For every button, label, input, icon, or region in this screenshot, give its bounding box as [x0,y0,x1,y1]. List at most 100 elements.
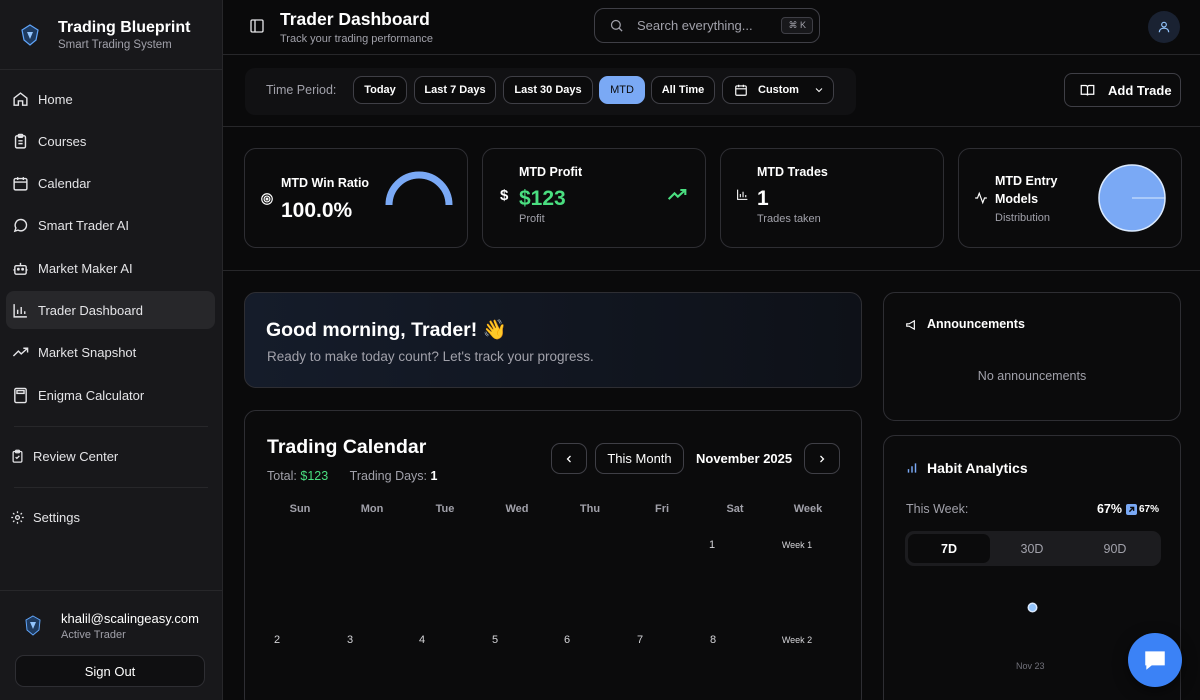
filter-custom[interactable]: Custom [722,76,834,104]
clipboard-icon [14,133,27,149]
time-period-label: Time Period: [266,83,337,97]
search-placeholder: Search everything... [637,18,753,33]
sidebar: Trading Blueprint Smart Trading System H… [0,0,223,700]
trend-up-icon [667,188,687,200]
announcements-title: Announcements [927,317,1025,331]
this-month-button[interactable]: This Month [595,443,684,474]
greeting-subtitle: Ready to make today count? Let's track y… [267,349,594,364]
filter-mtd[interactable]: MTD [599,76,645,104]
win-ratio-gauge [385,171,453,206]
sidebar-item-market-snapshot[interactable]: Market Snapshot [6,334,215,372]
calendar-day[interactable]: 5 [491,634,499,646]
filter-last-7-days[interactable]: Last 7 Days [414,76,496,104]
sidebar-item-market-maker-ai[interactable]: Market Maker AI [6,249,215,287]
filter-all-time[interactable]: All Time [651,76,715,104]
range-30d[interactable]: 30D [1020,541,1044,556]
prev-month-button[interactable] [551,443,587,474]
brand[interactable]: Trading Blueprint Smart Trading System [0,0,222,70]
habit-data-point [1029,604,1036,611]
sidebar-divider [14,426,208,428]
range-90d[interactable]: 90D [1103,541,1127,556]
search-input[interactable]: Search everything... ⌘ K [594,8,820,43]
stat-value: 100.0% [281,199,353,222]
brand-logo-icon [21,23,39,46]
chat-button[interactable] [1128,633,1182,687]
megaphone-icon [906,319,915,331]
calendar-day[interactable]: 6 [563,634,571,646]
sidebar-item-trader-dashboard[interactable]: Trader Dashboard [6,291,215,330]
stat-title: MTD Profit [519,165,583,179]
calendar-day[interactable]: 1 [708,539,716,551]
sidebar-item-label: Calendar [38,176,91,192]
calendar-day[interactable]: 8 [709,634,717,646]
sidebar-item-review-center[interactable]: Review Center [4,437,215,475]
sidebar-divider [14,487,208,489]
sign-out-button[interactable]: Sign Out [15,655,205,687]
activity-icon [975,191,987,205]
greeting-card: Good morning, Trader! 👋 Ready to make to… [244,292,862,388]
habit-pct-change: 67% [1125,503,1159,515]
calendar-day[interactable]: 3 [346,634,354,646]
bar-chart-icon [737,189,748,200]
book-open-icon [1080,84,1095,96]
chevron-left-icon [566,455,571,462]
trading-days-value: 1 [430,469,438,483]
calendar-day[interactable]: 7 [636,634,644,646]
stat-sub: Distribution [995,212,1051,224]
trading-calendar: Trading Calendar Total: $123 Trading Day… [244,410,862,700]
greeting-title: Good morning, Trader! 👋 [266,319,507,341]
avatar [25,615,41,636]
trading-days-label: Trading Days: [349,469,428,483]
filter-today[interactable]: Today [353,76,407,104]
profile-button[interactable] [1148,11,1180,43]
sidebar-item-courses[interactable]: Courses [6,122,215,160]
announcements-empty: No announcements [977,369,1087,383]
time-period-group: Time Period: Today Last 7 Days Last 30 D… [245,68,856,115]
calendar-month: November 2025 [696,451,793,466]
section-divider [223,270,1200,271]
range-selector: 7D 30D 90D [905,531,1161,566]
filter-bar: Time Period: Today Last 7 Days Last 30 D… [223,56,1200,127]
calendar-icon [13,177,28,191]
filter-custom-label: Custom [758,84,799,96]
stat-value: 1 [757,187,769,210]
chevron-right-icon [820,455,825,462]
sidebar-item-enigma-calculator[interactable]: Enigma Calculator [6,376,215,414]
page-title: Trader Dashboard [280,9,430,29]
habit-date-label: Nov 23 [1016,661,1045,671]
sidebar-item-home[interactable]: Home [6,80,215,118]
weekday-header: Mon [360,503,384,515]
habit-pct-change-value: 67% [1138,503,1159,515]
next-month-button[interactable] [804,443,840,474]
calendar-day[interactable]: 2 [273,634,281,646]
range-7d[interactable]: 7D [908,534,990,563]
gear-icon [11,510,24,524]
sidebar-item-label: Home [38,91,73,107]
calendar-day[interactable]: 4 [418,634,426,646]
sidebar-item-label: Settings [33,509,80,525]
user-email: khalil@scalingeasy.com [61,611,199,626]
sidebar-item-calendar[interactable]: Calendar [6,165,215,203]
weekday-header: Fri [654,503,670,515]
weekday-header: Sat [726,503,744,515]
stat-sub: Trades taken [757,213,821,225]
stat-card-trades: MTD Trades 1 Trades taken [720,148,944,248]
chat-icon [1145,651,1165,670]
calendar-title: Trading Calendar [267,436,427,458]
stat-card-win-ratio: MTD Win Ratio 100.0% [244,148,468,248]
week-label: Week 2 [781,635,813,645]
sidebar-item-settings[interactable]: Settings [4,498,215,536]
weekday-header: Sun [289,503,311,515]
sidebar-item-smart-trader-ai[interactable]: Smart Trader AI [6,207,215,245]
sidebar-item-label: Review Center [33,448,119,464]
sidebar-toggle-icon[interactable] [249,18,265,34]
chat-bubble-icon [13,219,28,233]
add-trade-button[interactable]: Add Trade [1064,73,1181,107]
stat-card-profit: MTD Profit $ $123 Profit [482,148,706,248]
total-label: Total: [267,469,297,483]
stat-title: MTD Win Ratio [281,176,370,190]
entry-models-pie [1098,164,1166,232]
filter-last-30-days[interactable]: Last 30 Days [503,76,593,104]
sidebar-item-label: Smart Trader AI [38,218,130,234]
chevron-down-icon [815,88,823,93]
